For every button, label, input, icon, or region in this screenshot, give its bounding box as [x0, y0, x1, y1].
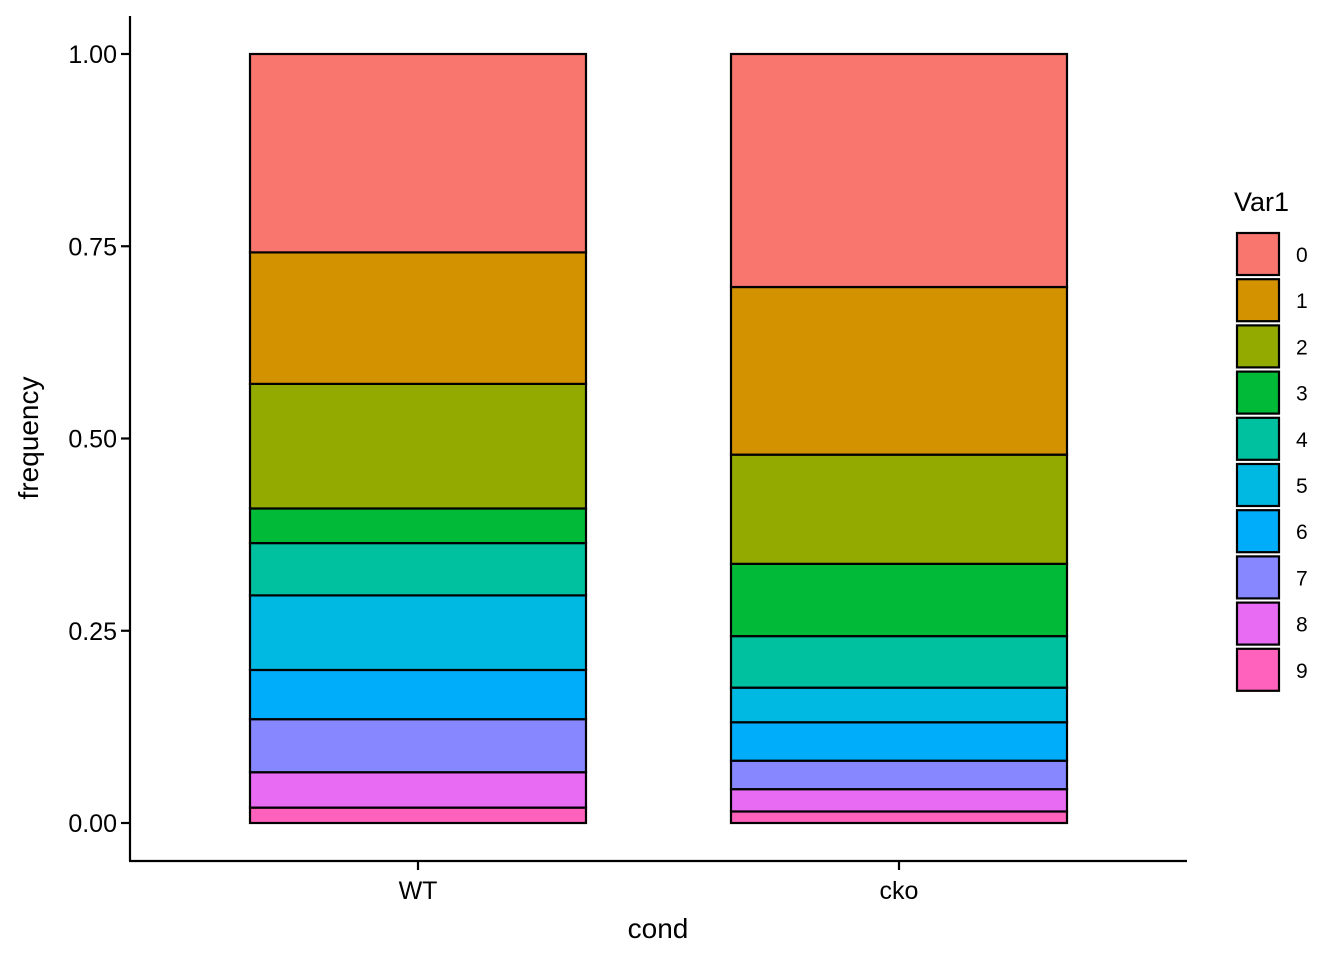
- bar-segment-cko-3: [729, 562, 1069, 638]
- legend-key-4: [1235, 416, 1281, 461]
- legend-key-9: [1235, 647, 1281, 692]
- bar-segment-cko-5: [729, 686, 1069, 724]
- bar-segment-WT-0: [248, 52, 588, 254]
- legend-key-8: [1235, 601, 1281, 646]
- bar-segment-cko-4: [729, 635, 1069, 689]
- legend-label-8: 8: [1296, 614, 1308, 637]
- bar-segment-cko-8: [729, 788, 1069, 813]
- legend-label-1: 1: [1296, 290, 1308, 313]
- bar-segment-WT-4: [248, 541, 588, 597]
- legend-label-0: 0: [1296, 244, 1308, 267]
- legend-label-7: 7: [1296, 567, 1308, 590]
- x-tick-label: WT: [399, 877, 438, 905]
- legend-key-1: [1235, 278, 1281, 323]
- bar-segment-cko-7: [729, 759, 1069, 791]
- bars-layer: [248, 52, 1069, 825]
- legend-key-7: [1235, 555, 1281, 600]
- y-tick-label: 0.75: [68, 233, 117, 261]
- legend-key-0: [1235, 231, 1281, 277]
- y-tick-label: 1.00: [68, 41, 117, 69]
- bar-segment-cko-1: [729, 285, 1069, 456]
- legend-label-3: 3: [1296, 383, 1308, 406]
- legend-label-6: 6: [1296, 521, 1308, 544]
- bar-segment-WT-2: [248, 382, 588, 510]
- y-tick-label: 0.00: [68, 810, 117, 838]
- legend-key-2: [1235, 324, 1281, 369]
- y-axis-title: frequency: [13, 377, 44, 500]
- legend-title: Var1: [1234, 187, 1289, 217]
- bar-segment-cko-0: [729, 52, 1069, 289]
- bar-segment-WT-1: [248, 251, 588, 386]
- legend-label-4: 4: [1296, 429, 1308, 452]
- bar-segment-WT-7: [248, 718, 588, 774]
- axes-layer: 0.00 0.25 0.50 0.75 1.00 WT cko cond frequency: [13, 16, 1187, 944]
- bar-segment-cko-2: [729, 453, 1069, 565]
- bar-segment-WT-6: [248, 668, 588, 721]
- legend-label-2: 2: [1296, 336, 1308, 359]
- bar-segment-cko-6: [729, 721, 1069, 762]
- legend-label-5: 5: [1296, 475, 1308, 498]
- y-tick-label: 0.50: [68, 426, 117, 454]
- bar-segment-WT-8: [248, 771, 588, 809]
- bar-segment-cko-9: [729, 810, 1069, 825]
- x-axis-title: cond: [628, 913, 689, 944]
- bar-segment-WT-9: [248, 806, 588, 825]
- x-tick-label: cko: [880, 877, 919, 905]
- bar-segment-WT-3: [248, 507, 588, 545]
- legend-key-5: [1235, 462, 1281, 508]
- legend: Var1 0 1 2 3 4 5 6 7 8 9: [1234, 187, 1308, 692]
- y-tick-label: 0.25: [68, 618, 117, 646]
- legend-key-6: [1235, 509, 1281, 554]
- legend-label-9: 9: [1296, 660, 1308, 683]
- legend-key-3: [1235, 370, 1281, 415]
- bar-segment-WT-5: [248, 594, 588, 672]
